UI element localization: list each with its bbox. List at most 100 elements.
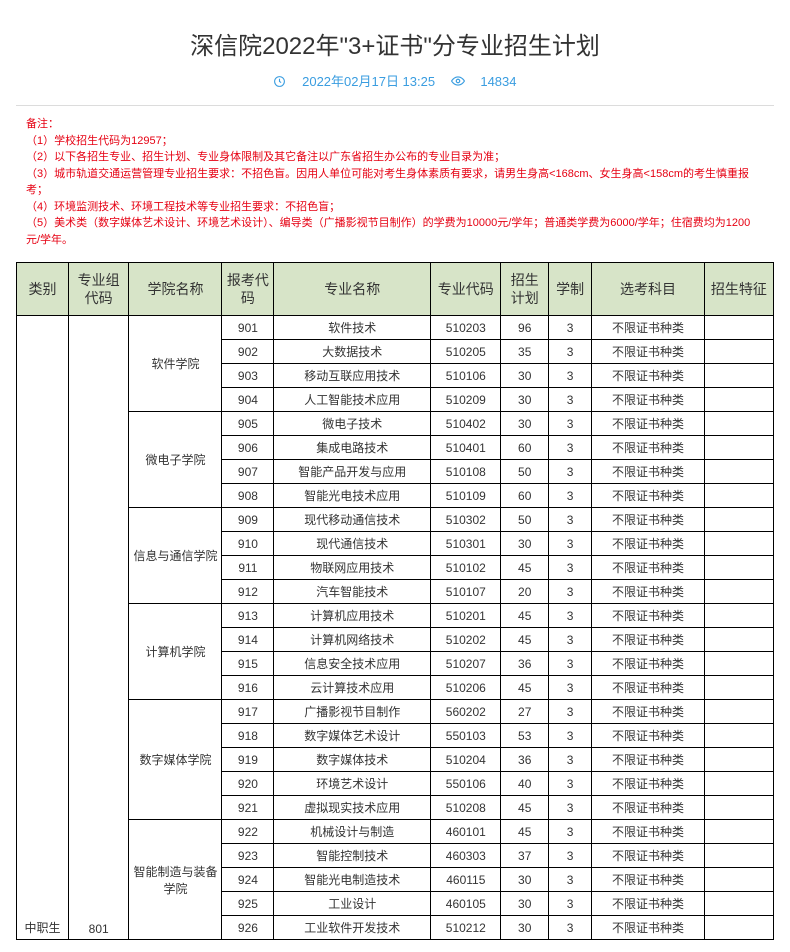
cell-major: 现代通信技术 <box>274 532 431 556</box>
cell-major: 微电子技术 <box>274 412 431 436</box>
th-plan: 招生计划 <box>501 263 549 316</box>
cell-major: 移动互联应用技术 <box>274 364 431 388</box>
cell-plan: 45 <box>501 604 549 628</box>
cell-major: 集成电路技术 <box>274 436 431 460</box>
cell-plan: 45 <box>501 796 549 820</box>
table-header-row: 类别 专业组代码 学院名称 报考代码 专业名称 专业代码 招生计划 学制 选考科… <box>17 263 774 316</box>
table-row: 数字媒体学院917广播影视节目制作560202273不限证书种类 <box>17 700 774 724</box>
cell-subj: 不限证书种类 <box>592 364 704 388</box>
divider <box>16 105 774 106</box>
cell-subj: 不限证书种类 <box>592 724 704 748</box>
cell-years: 3 <box>549 460 592 484</box>
note-line: （2）以下各招生专业、招生计划、专业身体限制及其它备注以广东省招生办公布的专业目… <box>26 149 764 166</box>
cell-mcode: 510301 <box>431 532 501 556</box>
cell-subj: 不限证书种类 <box>592 532 704 556</box>
note-line: （3）城市轨道交通运营管理专业招生要求：不招色盲。因用人单位可能对考生身体素质有… <box>26 166 764 199</box>
cell-code: 901 <box>222 316 274 340</box>
cell-years: 3 <box>549 748 592 772</box>
cell-years: 3 <box>549 508 592 532</box>
cell-code: 920 <box>222 772 274 796</box>
cell-feat <box>704 388 773 412</box>
cell-subj: 不限证书种类 <box>592 628 704 652</box>
cell-code: 912 <box>222 580 274 604</box>
cell-years: 3 <box>549 676 592 700</box>
meta-bar: 2022年02月17日 13:25 14834 <box>16 71 774 91</box>
cell-feat <box>704 820 773 844</box>
cell-plan: 30 <box>501 916 549 940</box>
cell-group-code: 801 <box>68 316 129 940</box>
plan-table: 类别 专业组代码 学院名称 报考代码 专业名称 专业代码 招生计划 学制 选考科… <box>16 262 774 940</box>
cell-feat <box>704 364 773 388</box>
clock-icon <box>273 75 286 91</box>
cell-major: 虚拟现实技术应用 <box>274 796 431 820</box>
cell-mcode: 560202 <box>431 700 501 724</box>
cell-subj: 不限证书种类 <box>592 676 704 700</box>
cell-mcode: 510212 <box>431 916 501 940</box>
cell-mcode: 510109 <box>431 484 501 508</box>
cell-major: 计算机应用技术 <box>274 604 431 628</box>
cell-feat <box>704 556 773 580</box>
cell-major: 环境艺术设计 <box>274 772 431 796</box>
cell-subj: 不限证书种类 <box>592 868 704 892</box>
cell-plan: 45 <box>501 820 549 844</box>
cell-mcode: 510203 <box>431 316 501 340</box>
cell-code: 914 <box>222 628 274 652</box>
cell-mcode: 510204 <box>431 748 501 772</box>
cell-college: 软件学院 <box>129 316 222 412</box>
cell-subj: 不限证书种类 <box>592 700 704 724</box>
cell-subj: 不限证书种类 <box>592 460 704 484</box>
cell-code: 905 <box>222 412 274 436</box>
cell-plan: 30 <box>501 364 549 388</box>
cell-major: 工业设计 <box>274 892 431 916</box>
cell-code: 910 <box>222 532 274 556</box>
cell-college: 信息与通信学院 <box>129 508 222 604</box>
cell-years: 3 <box>549 532 592 556</box>
cell-subj: 不限证书种类 <box>592 508 704 532</box>
cell-code: 922 <box>222 820 274 844</box>
cell-feat <box>704 436 773 460</box>
cell-mcode: 510102 <box>431 556 501 580</box>
cell-plan: 20 <box>501 580 549 604</box>
cell-years: 3 <box>549 892 592 916</box>
th-college: 学院名称 <box>129 263 222 316</box>
cell-feat <box>704 604 773 628</box>
cell-plan: 36 <box>501 748 549 772</box>
cell-code: 924 <box>222 868 274 892</box>
cell-feat <box>704 652 773 676</box>
cell-mcode: 550106 <box>431 772 501 796</box>
cell-feat <box>704 676 773 700</box>
cell-feat <box>704 628 773 652</box>
cell-years: 3 <box>549 700 592 724</box>
cell-mcode: 510107 <box>431 580 501 604</box>
cell-subj: 不限证书种类 <box>592 604 704 628</box>
cell-mcode: 510207 <box>431 652 501 676</box>
cell-mcode: 510206 <box>431 676 501 700</box>
cell-years: 3 <box>549 556 592 580</box>
th-subject: 选考科目 <box>592 263 704 316</box>
cell-major: 汽车智能技术 <box>274 580 431 604</box>
cell-years: 3 <box>549 652 592 676</box>
cell-feat <box>704 700 773 724</box>
table-row: 信息与通信学院909现代移动通信技术510302503不限证书种类 <box>17 508 774 532</box>
cell-college: 智能制造与装备学院 <box>129 820 222 940</box>
cell-subj: 不限证书种类 <box>592 652 704 676</box>
note-line: （1）学校招生代码为12957； <box>26 133 764 150</box>
th-exam-code: 报考代码 <box>222 263 274 316</box>
cell-years: 3 <box>549 796 592 820</box>
cell-feat <box>704 508 773 532</box>
table-row: 计算机学院913计算机应用技术510201453不限证书种类 <box>17 604 774 628</box>
cell-college: 数字媒体学院 <box>129 700 222 820</box>
cell-mcode: 460303 <box>431 844 501 868</box>
cell-feat <box>704 868 773 892</box>
cell-major: 云计算技术应用 <box>274 676 431 700</box>
cell-subj: 不限证书种类 <box>592 580 704 604</box>
cell-major: 智能控制技术 <box>274 844 431 868</box>
cell-college: 微电子学院 <box>129 412 222 508</box>
cell-mcode: 510108 <box>431 460 501 484</box>
cell-mcode: 510209 <box>431 388 501 412</box>
cell-feat <box>704 460 773 484</box>
view-count: 14834 <box>480 74 516 89</box>
note-line: （4）环境监测技术、环境工程技术等专业招生要求：不招色盲； <box>26 199 764 216</box>
cell-years: 3 <box>549 436 592 460</box>
th-group-code: 专业组代码 <box>68 263 129 316</box>
